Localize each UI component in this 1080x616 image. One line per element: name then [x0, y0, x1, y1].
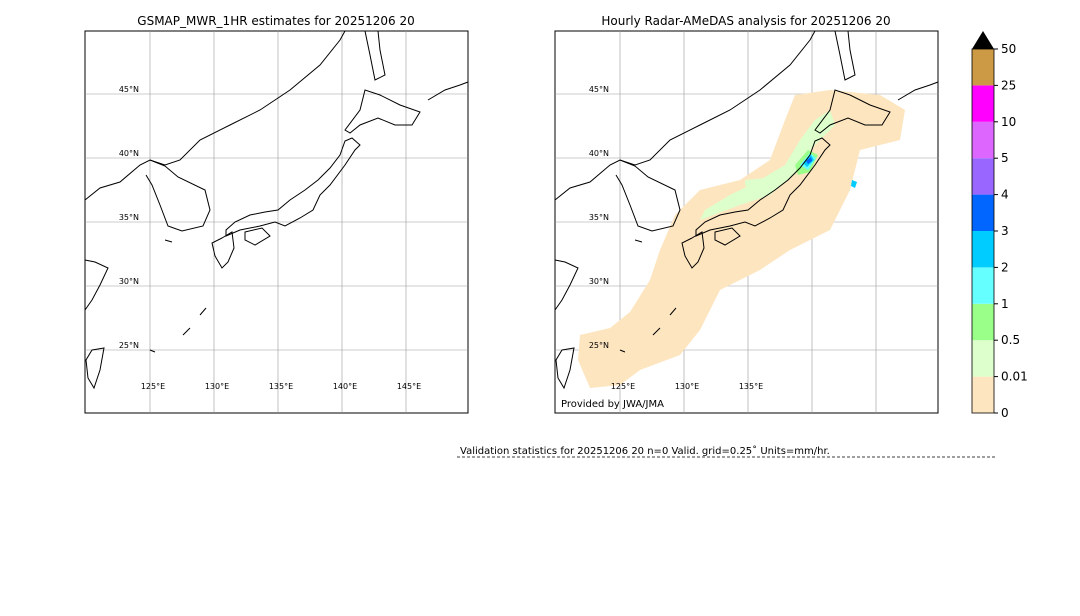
lon-label: 135°E [739, 382, 763, 391]
colorbar-label: 3 [1001, 224, 1009, 238]
colorbar-label: 1 [1001, 297, 1009, 311]
panel-title: Hourly Radar-AMeDAS analysis for 2025120… [601, 14, 890, 28]
colorbar-band [972, 85, 994, 122]
lat-label: 45°N [119, 85, 139, 94]
lon-label: 135°E [269, 382, 293, 391]
panel-title: GSMAP_MWR_1HR estimates for 20251206 20 [137, 14, 414, 28]
colorbar-extend [972, 31, 994, 49]
colorbar-label: 0.5 [1001, 333, 1020, 347]
colorbar-band [972, 194, 994, 231]
colorbar-label: 50 [1001, 42, 1016, 56]
colorbar-band [972, 158, 994, 195]
lon-label: 140°E [333, 382, 357, 391]
lon-label: 130°E [205, 382, 229, 391]
credit: Provided by JWA/JMA [561, 399, 664, 410]
lon-label: 130°E [675, 382, 699, 391]
colorbar-label: 10 [1001, 115, 1016, 129]
lon-label: 145°E [397, 382, 421, 391]
colorbar-label: 25 [1001, 78, 1016, 92]
lat-label: 35°N [589, 213, 609, 222]
lat-label: 40°N [119, 149, 139, 158]
colorbar-label: 0.01 [1001, 370, 1028, 384]
lat-label: 45°N [589, 85, 609, 94]
map-panel: Hourly Radar-AMeDAS analysis for 2025120… [554, 14, 939, 414]
lat-label: 25°N [119, 341, 139, 350]
lat-label: 40°N [589, 149, 609, 158]
colorbar-band [972, 121, 994, 159]
validation-text: Validation statistics for 20251206 20 n=… [460, 445, 830, 457]
colorbar-label: 5 [1001, 151, 1009, 165]
colorbar-band [972, 267, 994, 304]
colorbar-label: 2 [1001, 260, 1009, 274]
colorbar-band [972, 231, 994, 268]
lat-label: 25°N [589, 341, 609, 350]
lat-label: 35°N [119, 213, 139, 222]
lat-label: 30°N [119, 277, 139, 286]
colorbar-band [972, 49, 994, 86]
colorbar-label: 0 [1001, 406, 1009, 420]
colorbar-band [972, 376, 994, 413]
colorbar-band [972, 340, 994, 377]
map-panel: GSMAP_MWR_1HR estimates for 20251206 20 … [84, 14, 469, 414]
lat-label: 30°N [589, 277, 609, 286]
lon-label: 125°E [141, 382, 165, 391]
lon-label: 125°E [611, 382, 635, 391]
colorbar-band [972, 303, 994, 341]
colorbar-label: 4 [1001, 188, 1009, 202]
colorbar: 0 0.01 0.5 1 2 3 4 5 10 25 50 [971, 31, 1028, 420]
